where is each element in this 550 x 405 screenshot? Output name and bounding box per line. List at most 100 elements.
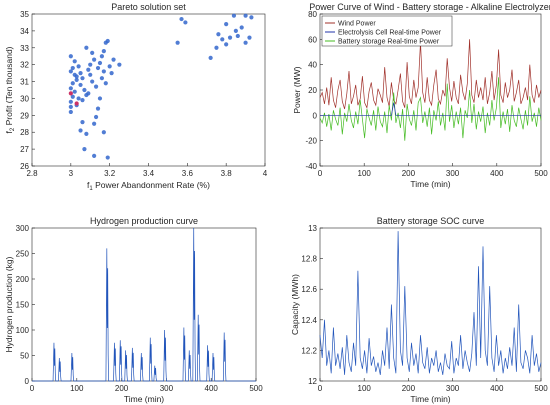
- pareto-xlabel-text: Power Abandonment Rate (%): [93, 180, 210, 190]
- hydrogen-xtick-label: 0: [30, 384, 35, 393]
- pareto-ytick-label: 34: [20, 27, 29, 36]
- pareto-xtick-label: 3.6: [182, 169, 194, 178]
- pareto-point: [101, 49, 106, 54]
- pareto-point: [93, 114, 99, 120]
- pareto-point: [224, 22, 229, 27]
- soc-xtick-label: 0: [318, 384, 323, 393]
- pareto-ytick-label: 27: [20, 145, 29, 154]
- pareto-title: Pareto solution set: [111, 2, 186, 12]
- pareto-point: [111, 57, 116, 62]
- power-xtick-label: 100: [358, 169, 372, 178]
- pareto-point: [95, 65, 101, 71]
- pareto-point: [99, 76, 104, 81]
- soc-xtick-label: 500: [534, 384, 548, 393]
- pareto-point: [92, 121, 97, 126]
- pareto-ytick-label: 35: [20, 10, 29, 19]
- soc-xtick-label: 200: [402, 384, 416, 393]
- pareto-axes: 2.8 3 3.2 3.4 3.6 3.8 4 26 27 28 29 30 31 32 33 34 35 Par…: [4, 2, 268, 192]
- power-xtick-label: 400: [490, 169, 504, 178]
- pareto-point: [92, 153, 97, 158]
- pareto-point: [72, 89, 77, 94]
- pareto-point: [105, 38, 110, 44]
- pareto-xtick-label: 3: [69, 169, 74, 178]
- soc-ytick-label: 13: [308, 224, 317, 233]
- power-xtick-label: 300: [446, 169, 460, 178]
- pareto-xtick-label: 2.8: [26, 169, 38, 178]
- pareto-point: [86, 67, 91, 72]
- pareto-point: [247, 35, 252, 40]
- pareto-point: [68, 54, 73, 59]
- pareto-point: [224, 42, 229, 47]
- pareto-point: [74, 77, 79, 82]
- hydrogen-ytick-label: 300: [16, 224, 30, 233]
- pareto-points: [68, 13, 254, 160]
- pareto-point: [97, 96, 103, 101]
- pareto-point: [95, 106, 101, 111]
- pareto-point: [68, 99, 73, 104]
- pareto-point: [183, 20, 188, 25]
- pareto-point: [70, 65, 75, 71]
- pareto-point: [216, 32, 221, 37]
- power-xtick-label: 500: [534, 169, 548, 178]
- hydrogen-xtick-label: 400: [205, 384, 219, 393]
- pareto-point: [105, 155, 110, 160]
- pareto-point: [78, 71, 83, 76]
- power-series-line: [319, 39, 542, 110]
- pareto-point: [84, 45, 89, 50]
- power-xtick-label: 0: [318, 169, 323, 178]
- power-ytick-label: -40: [305, 162, 317, 171]
- pareto-xtick-label: 3.4: [143, 169, 155, 178]
- soc-xtick-label: 300: [446, 384, 460, 393]
- hydrogen-ytick-label: 100: [16, 326, 30, 335]
- power-legend-label: Electrolysis Cell Real-time Power: [338, 30, 442, 37]
- pareto-xtick-label: 3.2: [104, 169, 116, 178]
- pareto-point: [68, 86, 73, 91]
- hydrogen-ytick-label: 0: [25, 377, 30, 386]
- power-legend-label: Wind Power: [338, 21, 376, 28]
- soc-plot-frame: [319, 227, 542, 382]
- hydrogen-xtick-label: 200: [115, 384, 129, 393]
- pareto-point: [70, 94, 75, 99]
- power-legend-box: [321, 15, 453, 47]
- soc-xtick-label: 100: [358, 384, 372, 393]
- pareto-point: [84, 131, 89, 137]
- power-ylabel: Power (MW): [292, 66, 302, 113]
- pareto-point: [72, 59, 77, 64]
- hydrogen-axes: 0 100 200 300 400 500 0 50 100 150 200 250 300 Hydrog…: [4, 216, 263, 404]
- power-ytick-label: 40: [308, 61, 317, 70]
- pareto-point: [107, 64, 112, 69]
- pareto-point: [80, 119, 85, 125]
- pareto-ytick-label: 30: [20, 94, 29, 103]
- pareto-point: [109, 71, 114, 76]
- pareto-point: [235, 33, 240, 39]
- pareto-point: [88, 62, 93, 67]
- power-xlabel: Time (min): [410, 179, 450, 189]
- power-ytick-label: 20: [308, 86, 317, 95]
- pareto-point: [68, 104, 73, 109]
- pareto-ylabel-symbol: f: [4, 130, 14, 133]
- pareto-point: [78, 128, 83, 133]
- hydrogen-xtick-label: 100: [70, 384, 84, 393]
- pareto-accent-point: [74, 101, 79, 106]
- power-ytick-label: 60: [308, 35, 317, 44]
- pareto-point: [80, 98, 85, 103]
- pareto-ytick-label: 31: [20, 78, 29, 87]
- hydrogen-xlabel: Time (min): [124, 394, 164, 404]
- pareto-point: [227, 35, 233, 40]
- hydrogen-xtick-label: 500: [249, 384, 263, 393]
- pareto-ytick-label: 33: [20, 44, 29, 53]
- hydrogen-ytick-label: 200: [16, 275, 30, 284]
- hydrogen-ytick-label: 50: [20, 352, 29, 361]
- pareto-ylabel: f2 Profit (Ten thousand): [4, 46, 16, 133]
- pareto-point: [76, 64, 81, 69]
- soc-ytick-label: 12: [308, 377, 317, 386]
- pareto-point: [179, 16, 184, 22]
- pareto-point: [99, 54, 104, 59]
- power-series-line: [320, 102, 541, 116]
- pareto-point: [117, 62, 122, 67]
- pareto-point: [243, 13, 248, 18]
- pareto-point: [92, 57, 97, 62]
- pareto-point: [214, 45, 219, 50]
- pareto-point: [82, 147, 87, 152]
